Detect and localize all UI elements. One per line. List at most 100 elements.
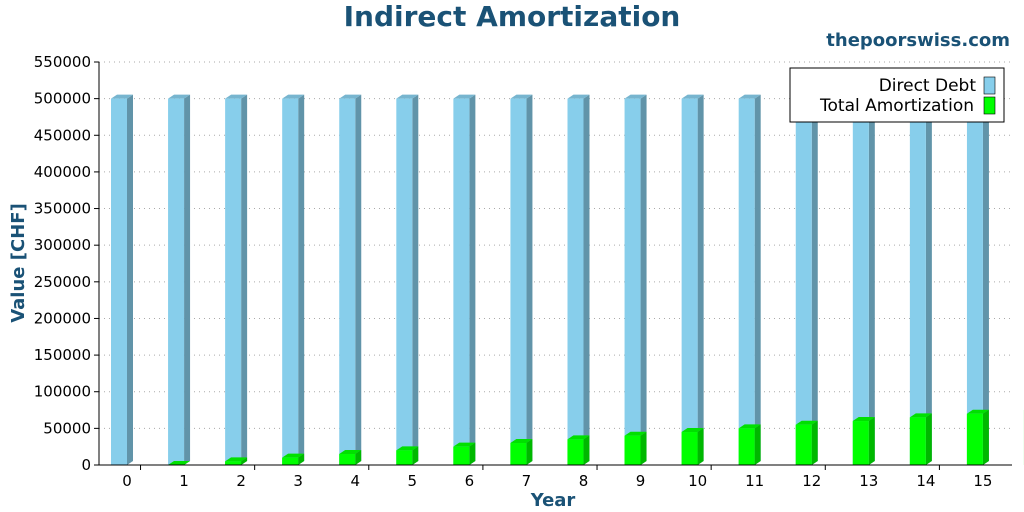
bar-top: [510, 439, 533, 444]
bar-front: [966, 98, 983, 466]
bar-top: [339, 450, 362, 455]
bar-side: [640, 94, 647, 466]
bar-top: [282, 94, 305, 99]
bar-direct-debt: [681, 94, 704, 466]
x-tick-label: 7: [522, 472, 532, 490]
x-tick-label: 14: [916, 472, 935, 490]
legend-label-direct-debt: Direct Debt: [879, 76, 977, 96]
y-tick-label: 400000: [34, 163, 91, 181]
y-tick-label: 300000: [34, 236, 91, 254]
bar-total-amortization: [225, 457, 248, 465]
bar-top: [681, 428, 704, 433]
bar-top: [966, 409, 989, 414]
bar-side: [526, 439, 533, 465]
bar-top: [396, 446, 419, 451]
legend-box: [789, 67, 1005, 123]
bar-top: [567, 94, 590, 99]
bar-direct-debt: [567, 94, 590, 466]
bar-top: [168, 461, 190, 465]
bar-total-amortization: [168, 461, 190, 465]
bar-side: [811, 94, 818, 466]
bar-side: [583, 94, 590, 466]
bar-side: [583, 435, 590, 465]
legend: Direct Debt Total Amortization: [789, 67, 1005, 123]
bar-side: [298, 94, 305, 466]
bars: [111, 94, 1024, 466]
bar-front: [225, 98, 242, 466]
source-label: thepoorswiss.com: [826, 30, 1010, 51]
bar-side: [412, 94, 419, 466]
bar-front: [168, 98, 185, 466]
bar-direct-debt: [225, 94, 248, 466]
bar-side: [868, 94, 875, 466]
bar-side: [355, 450, 362, 465]
bar-side: [469, 442, 476, 465]
bar-front: [852, 421, 869, 465]
bar-side: [811, 420, 818, 465]
bar-total-amortization: [852, 417, 875, 465]
bar-front: [624, 98, 641, 466]
chart-title: Indirect Amortization: [344, 0, 681, 33]
bar-front: [681, 98, 698, 466]
bar-top: [624, 431, 647, 436]
bar-side: [298, 453, 305, 465]
x-axis-ticks: 0 1 2 3 4 5 6 7 8 9 10 11 12 13 14 15: [122, 465, 992, 490]
bar-front: [909, 417, 926, 465]
bar-side: [697, 428, 704, 465]
bar-top: [510, 94, 533, 99]
bar-total-amortization: [624, 431, 647, 465]
bar-side: [241, 457, 248, 465]
y-tick-label: 250000: [34, 273, 91, 291]
bar-top: [282, 453, 305, 458]
bar-top: [567, 435, 590, 440]
bar-total-amortization: [282, 453, 305, 465]
y-tick-label: 450000: [34, 126, 91, 144]
bar-top: [795, 420, 818, 425]
bar-front: [909, 98, 926, 466]
bar-front: [282, 98, 299, 466]
legend-label-total-amortization: Total Amortization: [819, 96, 974, 116]
bar-front: [339, 454, 356, 465]
bar-side: [184, 94, 191, 466]
bar-direct-debt: [282, 94, 305, 466]
y-tick-label: 150000: [34, 346, 91, 364]
bar-top: [225, 94, 248, 99]
bar-front: [111, 98, 127, 466]
bar-top: [909, 413, 932, 418]
bar-direct-debt: [396, 94, 419, 466]
bar-top: [738, 424, 761, 429]
bar-side: [754, 424, 761, 465]
bar-front: [339, 98, 356, 466]
x-tick-label: 15: [973, 472, 992, 490]
bar-direct-debt: [624, 94, 647, 466]
bar-total-amortization: [795, 420, 818, 465]
x-tick-label: 3: [293, 472, 303, 490]
bar-direct-debt: [852, 94, 875, 466]
bar-total-amortization: [909, 413, 932, 465]
bar-direct-debt: [795, 94, 818, 466]
x-tick-label: 9: [636, 472, 646, 490]
bar-side: [925, 94, 932, 466]
bar-front: [225, 461, 242, 465]
bar-front: [624, 435, 641, 465]
x-tick-label: 13: [859, 472, 878, 490]
bar-side: [469, 94, 476, 466]
x-tick-label: 6: [465, 472, 475, 490]
bar-total-amortization: [453, 442, 476, 465]
legend-swatch-total-amortization: [983, 96, 996, 115]
bar-front: [795, 98, 812, 466]
bar-front: [966, 413, 983, 465]
bar-total-amortization: [738, 424, 761, 465]
bar-front: [396, 450, 413, 465]
bar-direct-debt: [510, 94, 533, 466]
y-tick-label: 0: [81, 456, 91, 474]
bar-front: [396, 98, 413, 466]
x-tick-label: 10: [688, 472, 707, 490]
y-tick-label: 200000: [34, 309, 91, 327]
x-tick-label: 8: [579, 472, 589, 490]
bar-direct-debt: [339, 94, 362, 466]
x-tick-label: 0: [122, 472, 132, 490]
bar-total-amortization: [510, 439, 533, 465]
bar-total-amortization: [339, 450, 362, 465]
x-axis-title: Year: [530, 490, 576, 511]
